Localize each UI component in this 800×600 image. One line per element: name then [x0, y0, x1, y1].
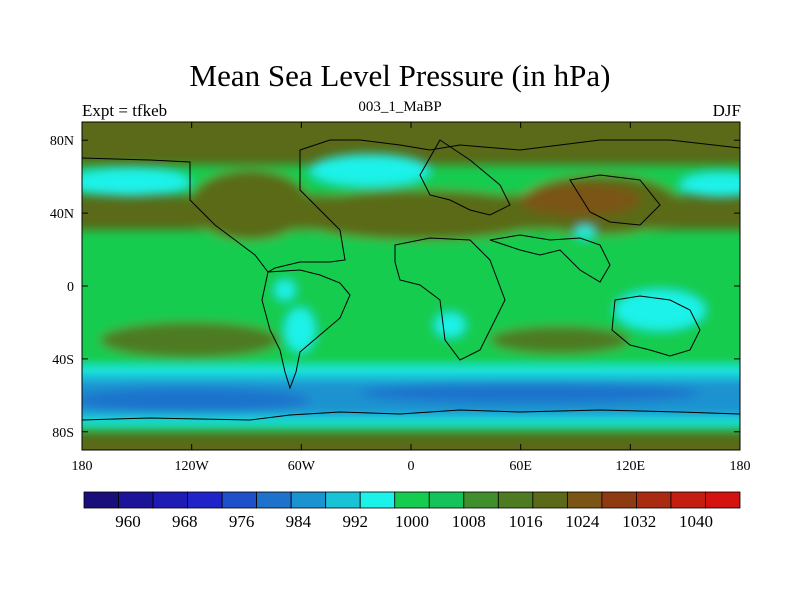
pressure-field	[82, 122, 740, 450]
colorbar-box	[187, 491, 223, 509]
colorbar-box	[601, 491, 637, 509]
colorbar-box	[152, 491, 188, 509]
season-label: DJF	[712, 101, 741, 120]
colorbar-box	[428, 491, 465, 509]
colorbar: 960 968 976 984 992 1000 1008 1016 1024 1032 1040	[83, 491, 741, 531]
y-tick-label: 80S	[52, 426, 74, 441]
colorbar-label: 976	[229, 512, 255, 531]
colorbar-label: 1016	[509, 512, 543, 531]
colorbar-label: 992	[342, 512, 368, 531]
colorbar-box	[359, 491, 396, 509]
colorbar-label: 984	[286, 512, 312, 531]
colorbar-label: 1024	[565, 512, 600, 531]
y-tick-label: 40S	[52, 353, 74, 368]
colorbar-box	[670, 491, 706, 509]
x-tick-label: 180	[730, 459, 751, 474]
x-tick-label: 120W	[175, 459, 210, 474]
colorbar-box	[256, 491, 292, 509]
run-id-label: 003_1_MaBP	[358, 99, 442, 115]
y-tick-label: 80N	[50, 134, 74, 149]
y-axis-ticks: 80N 40N 0 40S 80S	[50, 134, 740, 441]
colorbar-box	[705, 491, 741, 509]
colorbar-label: 1008	[452, 512, 486, 531]
map-title: Mean Sea Level Pressure (in hPa)	[189, 58, 611, 93]
colorbar-box	[325, 491, 361, 509]
colorbar-label: 1032	[622, 512, 656, 531]
colorbar-box	[532, 491, 568, 509]
colorbar-box	[118, 491, 154, 509]
x-axis-ticks: 180 120W 60W 0 60E 120E 180	[72, 122, 751, 474]
x-tick-label: 180	[72, 459, 93, 474]
colorbar-label: 960	[115, 512, 141, 531]
colorbar-box	[221, 491, 258, 509]
y-tick-label: 40N	[50, 207, 74, 222]
colorbar-label: 1000	[395, 512, 429, 531]
colorbar-label: 968	[172, 512, 198, 531]
experiment-label: Expt = tfkeb	[82, 101, 168, 120]
colorbar-box	[463, 491, 499, 509]
x-tick-label: 60W	[288, 459, 316, 474]
coastlines	[82, 139, 740, 421]
colorbar-box	[566, 491, 603, 509]
colorbar-box	[290, 491, 327, 509]
x-tick-label: 0	[408, 459, 415, 474]
colorbar-label: 1040	[679, 512, 713, 531]
y-tick-label: 0	[67, 280, 74, 295]
x-tick-label: 120E	[616, 459, 646, 474]
colorbar-box	[636, 491, 672, 509]
colorbar-box	[394, 491, 430, 509]
colorbar-box	[83, 491, 119, 509]
colorbar-box	[497, 491, 534, 509]
x-tick-label: 60E	[509, 459, 532, 474]
